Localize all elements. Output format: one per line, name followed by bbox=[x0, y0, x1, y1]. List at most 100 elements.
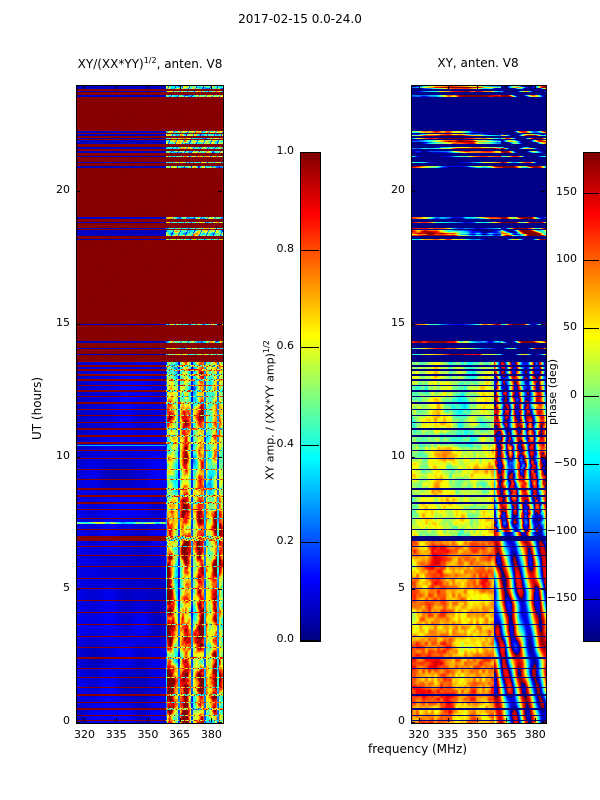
left-colorbar-tick-label: 0.4 bbox=[276, 436, 295, 450]
left-x-tickmark-top bbox=[84, 85, 86, 89]
right-colorbar-tick-label: 50 bbox=[563, 320, 577, 334]
left-colorbar-tick-label: 0.6 bbox=[276, 339, 295, 353]
right-x-tickmark-top bbox=[477, 85, 479, 89]
left-y-tickmark bbox=[76, 456, 80, 458]
right-x-tickmark-top bbox=[447, 85, 449, 89]
right-x-tickmark bbox=[506, 718, 508, 722]
left-y-tick-label: 10 bbox=[56, 448, 70, 462]
left-colorbar-label-main: XY amp. / (XX*YY amp) bbox=[263, 353, 277, 480]
left-colorbar-canvas bbox=[301, 153, 320, 641]
right-colorbar-tickmark bbox=[583, 531, 599, 533]
left-colorbar-tick-label: 0.2 bbox=[276, 534, 295, 548]
left-y-tick-label: 5 bbox=[63, 581, 70, 595]
right-x-tick-label: 335 bbox=[437, 728, 459, 741]
right-y-tickmark-right bbox=[541, 191, 545, 193]
right-colorbar-tickmark bbox=[583, 599, 599, 601]
left-y-tickmark-right bbox=[218, 722, 222, 723]
right-colorbar-tickmark bbox=[583, 396, 599, 397]
right-colorbar-tick-label: −50 bbox=[553, 455, 577, 469]
left-colorbar-tickmark bbox=[300, 542, 319, 544]
left-y-tickmark bbox=[76, 323, 80, 325]
left-x-tick-label: 380 bbox=[200, 728, 222, 741]
right-x-tickmark-top bbox=[418, 85, 420, 89]
left-colorbar-tick-label: 0.8 bbox=[276, 241, 295, 255]
right-y-tick-label: 15 bbox=[391, 315, 405, 329]
right-colorbar-tick-label: 150 bbox=[556, 184, 577, 198]
x-axis-label: frequency (MHz) bbox=[368, 742, 468, 756]
right-x-tick-label: 320 bbox=[408, 728, 430, 741]
left-x-tickmark bbox=[116, 718, 118, 722]
right-colorbar-tickmark bbox=[583, 192, 599, 194]
left-y-tickmark bbox=[76, 589, 80, 591]
right-x-tickmark bbox=[477, 718, 479, 722]
left-x-tick-label: 350 bbox=[137, 728, 159, 741]
left-x-tickmark bbox=[147, 718, 149, 722]
left-heatmap-panel[interactable] bbox=[76, 85, 224, 724]
left-colorbar-tickmark bbox=[300, 152, 319, 153]
left-y-tickmark-right bbox=[218, 589, 222, 591]
right-y-tickmark-right bbox=[541, 722, 545, 723]
left-colorbar-tick-label: 0.0 bbox=[276, 632, 295, 645]
left-colorbar-tickmark bbox=[300, 347, 319, 349]
right-colorbar-tick-label: −150 bbox=[546, 591, 577, 605]
right-y-tick-label: 10 bbox=[391, 448, 405, 462]
right-heatmap-panel[interactable] bbox=[411, 85, 547, 724]
left-x-tickmark bbox=[84, 718, 86, 722]
left-x-tick-label: 320 bbox=[73, 728, 95, 741]
right-x-tick-label: 350 bbox=[466, 728, 488, 741]
left-x-tickmark-top bbox=[211, 85, 213, 89]
right-x-tickmark-top bbox=[535, 85, 537, 89]
left-colorbar-tickmark bbox=[300, 640, 319, 641]
left-x-tickmark-top bbox=[116, 85, 118, 89]
left-colorbar-tick-label: 1.0 bbox=[276, 144, 295, 157]
right-y-tickmark bbox=[411, 589, 415, 591]
right-y-tickmark-right bbox=[541, 456, 545, 458]
left-title-exponent: 1/2 bbox=[143, 56, 157, 65]
right-colorbar-tick-label: 0 bbox=[570, 388, 577, 401]
left-x-tickmark-top bbox=[147, 85, 149, 89]
right-x-tick-label: 365 bbox=[495, 728, 517, 741]
left-colorbar-label-exponent: 1/2 bbox=[262, 340, 271, 354]
right-y-tickmark-right bbox=[541, 323, 545, 325]
left-x-tickmark bbox=[179, 718, 181, 722]
right-x-tickmark-top bbox=[506, 85, 508, 89]
figure-suptitle: 2017-02-15 0.0-24.0 bbox=[238, 12, 362, 26]
left-y-tick-label: 15 bbox=[56, 315, 70, 329]
left-title-main: XY/(XX*YY) bbox=[77, 57, 144, 71]
left-colorbar-tickmark bbox=[300, 444, 319, 446]
right-colorbar[interactable] bbox=[583, 152, 600, 642]
right-y-tickmark-right bbox=[541, 589, 545, 591]
right-y-tick-label: 5 bbox=[398, 581, 405, 595]
left-y-tickmark-right bbox=[218, 191, 222, 193]
right-colorbar-tickmark bbox=[583, 260, 599, 262]
right-colorbar-tickmark bbox=[583, 328, 599, 330]
left-colorbar[interactable] bbox=[300, 152, 321, 642]
right-y-tickmark bbox=[411, 456, 415, 458]
right-y-tickmark bbox=[411, 722, 415, 723]
left-panel-title: XY/(XX*YY)1/2, anten. V8 bbox=[50, 56, 250, 71]
left-y-tickmark bbox=[76, 191, 80, 193]
left-x-tickmark-top bbox=[179, 85, 181, 89]
left-y-tickmark-right bbox=[218, 323, 222, 325]
right-x-tick-label: 380 bbox=[524, 728, 546, 741]
right-colorbar-label: phase (deg) bbox=[546, 358, 559, 425]
left-title-tail: , anten. V8 bbox=[156, 57, 223, 71]
right-colorbar-tickmark bbox=[583, 463, 599, 465]
right-panel-title: XY, anten. V8 bbox=[437, 56, 519, 70]
right-y-tick-label: 20 bbox=[391, 183, 405, 197]
right-x-tickmark bbox=[447, 718, 449, 722]
right-x-tickmark bbox=[535, 718, 537, 722]
left-y-tick-label: 0 bbox=[63, 714, 70, 727]
left-colorbar-tickmark bbox=[300, 249, 319, 251]
left-x-tick-label: 365 bbox=[169, 728, 191, 741]
right-y-tick-label: 0 bbox=[398, 714, 405, 727]
right-colorbar-canvas bbox=[584, 153, 600, 641]
right-colorbar-tick-label: 100 bbox=[556, 252, 577, 266]
left-heatmap-canvas bbox=[77, 86, 223, 723]
right-colorbar-tick-label: −100 bbox=[546, 523, 577, 537]
left-colorbar-label: XY amp. / (XX*YY amp)1/2 bbox=[262, 340, 277, 480]
y-axis-label: UT (hours) bbox=[30, 376, 44, 440]
right-x-tickmark bbox=[418, 718, 420, 722]
right-y-tickmark bbox=[411, 191, 415, 193]
